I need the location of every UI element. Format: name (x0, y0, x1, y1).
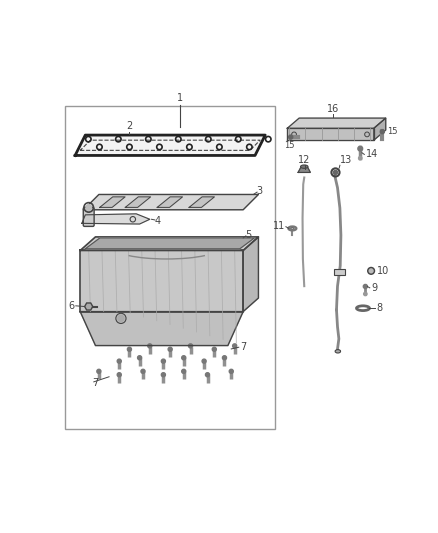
FancyBboxPatch shape (83, 207, 94, 227)
Ellipse shape (291, 228, 294, 229)
Polygon shape (80, 251, 243, 312)
Circle shape (116, 313, 126, 324)
Circle shape (364, 292, 367, 296)
Text: 7: 7 (240, 342, 246, 352)
Circle shape (118, 316, 124, 321)
Circle shape (182, 369, 186, 374)
Ellipse shape (300, 165, 308, 168)
Circle shape (148, 344, 152, 348)
Circle shape (97, 369, 101, 374)
Circle shape (380, 130, 385, 134)
Circle shape (292, 132, 297, 137)
Text: 5: 5 (245, 230, 251, 240)
Ellipse shape (288, 227, 297, 230)
Text: 2: 2 (126, 121, 133, 131)
Bar (65, 106, 276, 429)
Circle shape (358, 146, 363, 151)
Circle shape (289, 135, 293, 139)
Text: 15: 15 (284, 141, 295, 150)
Text: 7: 7 (92, 378, 99, 388)
Circle shape (161, 359, 166, 363)
Polygon shape (298, 167, 311, 172)
Polygon shape (85, 238, 254, 249)
Text: 16: 16 (327, 104, 339, 114)
Circle shape (229, 369, 233, 374)
Polygon shape (100, 197, 125, 207)
Text: 15: 15 (387, 126, 397, 135)
Polygon shape (243, 237, 258, 312)
Circle shape (359, 157, 362, 160)
Text: 11: 11 (272, 221, 285, 231)
Circle shape (233, 344, 237, 348)
Text: 3: 3 (257, 186, 263, 196)
Polygon shape (85, 303, 93, 310)
Text: 10: 10 (377, 266, 389, 276)
Text: 6: 6 (68, 301, 74, 311)
Polygon shape (125, 197, 151, 207)
Circle shape (182, 356, 186, 360)
Polygon shape (80, 312, 243, 345)
Circle shape (202, 359, 206, 363)
Circle shape (86, 205, 92, 210)
Circle shape (369, 269, 373, 272)
Circle shape (117, 373, 121, 377)
Circle shape (365, 132, 369, 137)
Polygon shape (287, 128, 374, 140)
Circle shape (138, 356, 141, 360)
Circle shape (168, 347, 172, 351)
FancyBboxPatch shape (334, 269, 345, 275)
Polygon shape (75, 135, 265, 156)
Circle shape (368, 268, 374, 274)
Polygon shape (374, 118, 386, 140)
Polygon shape (80, 237, 258, 251)
Circle shape (117, 359, 121, 363)
Polygon shape (287, 118, 386, 128)
Text: 13: 13 (340, 155, 352, 165)
Circle shape (363, 285, 367, 288)
Circle shape (212, 347, 216, 351)
Polygon shape (157, 197, 183, 207)
Circle shape (188, 344, 193, 348)
Circle shape (161, 373, 166, 377)
Ellipse shape (335, 350, 341, 353)
Circle shape (127, 347, 131, 351)
Text: 4: 4 (155, 216, 161, 225)
Polygon shape (82, 214, 150, 224)
Polygon shape (189, 197, 215, 207)
Text: 12: 12 (298, 155, 311, 165)
Circle shape (205, 373, 209, 377)
Circle shape (333, 171, 338, 174)
Polygon shape (84, 195, 258, 210)
Circle shape (223, 356, 226, 360)
Text: 9: 9 (371, 283, 377, 293)
Circle shape (141, 369, 145, 374)
Text: 1: 1 (177, 93, 184, 103)
Text: 14: 14 (366, 149, 378, 159)
Text: 8: 8 (377, 303, 383, 313)
